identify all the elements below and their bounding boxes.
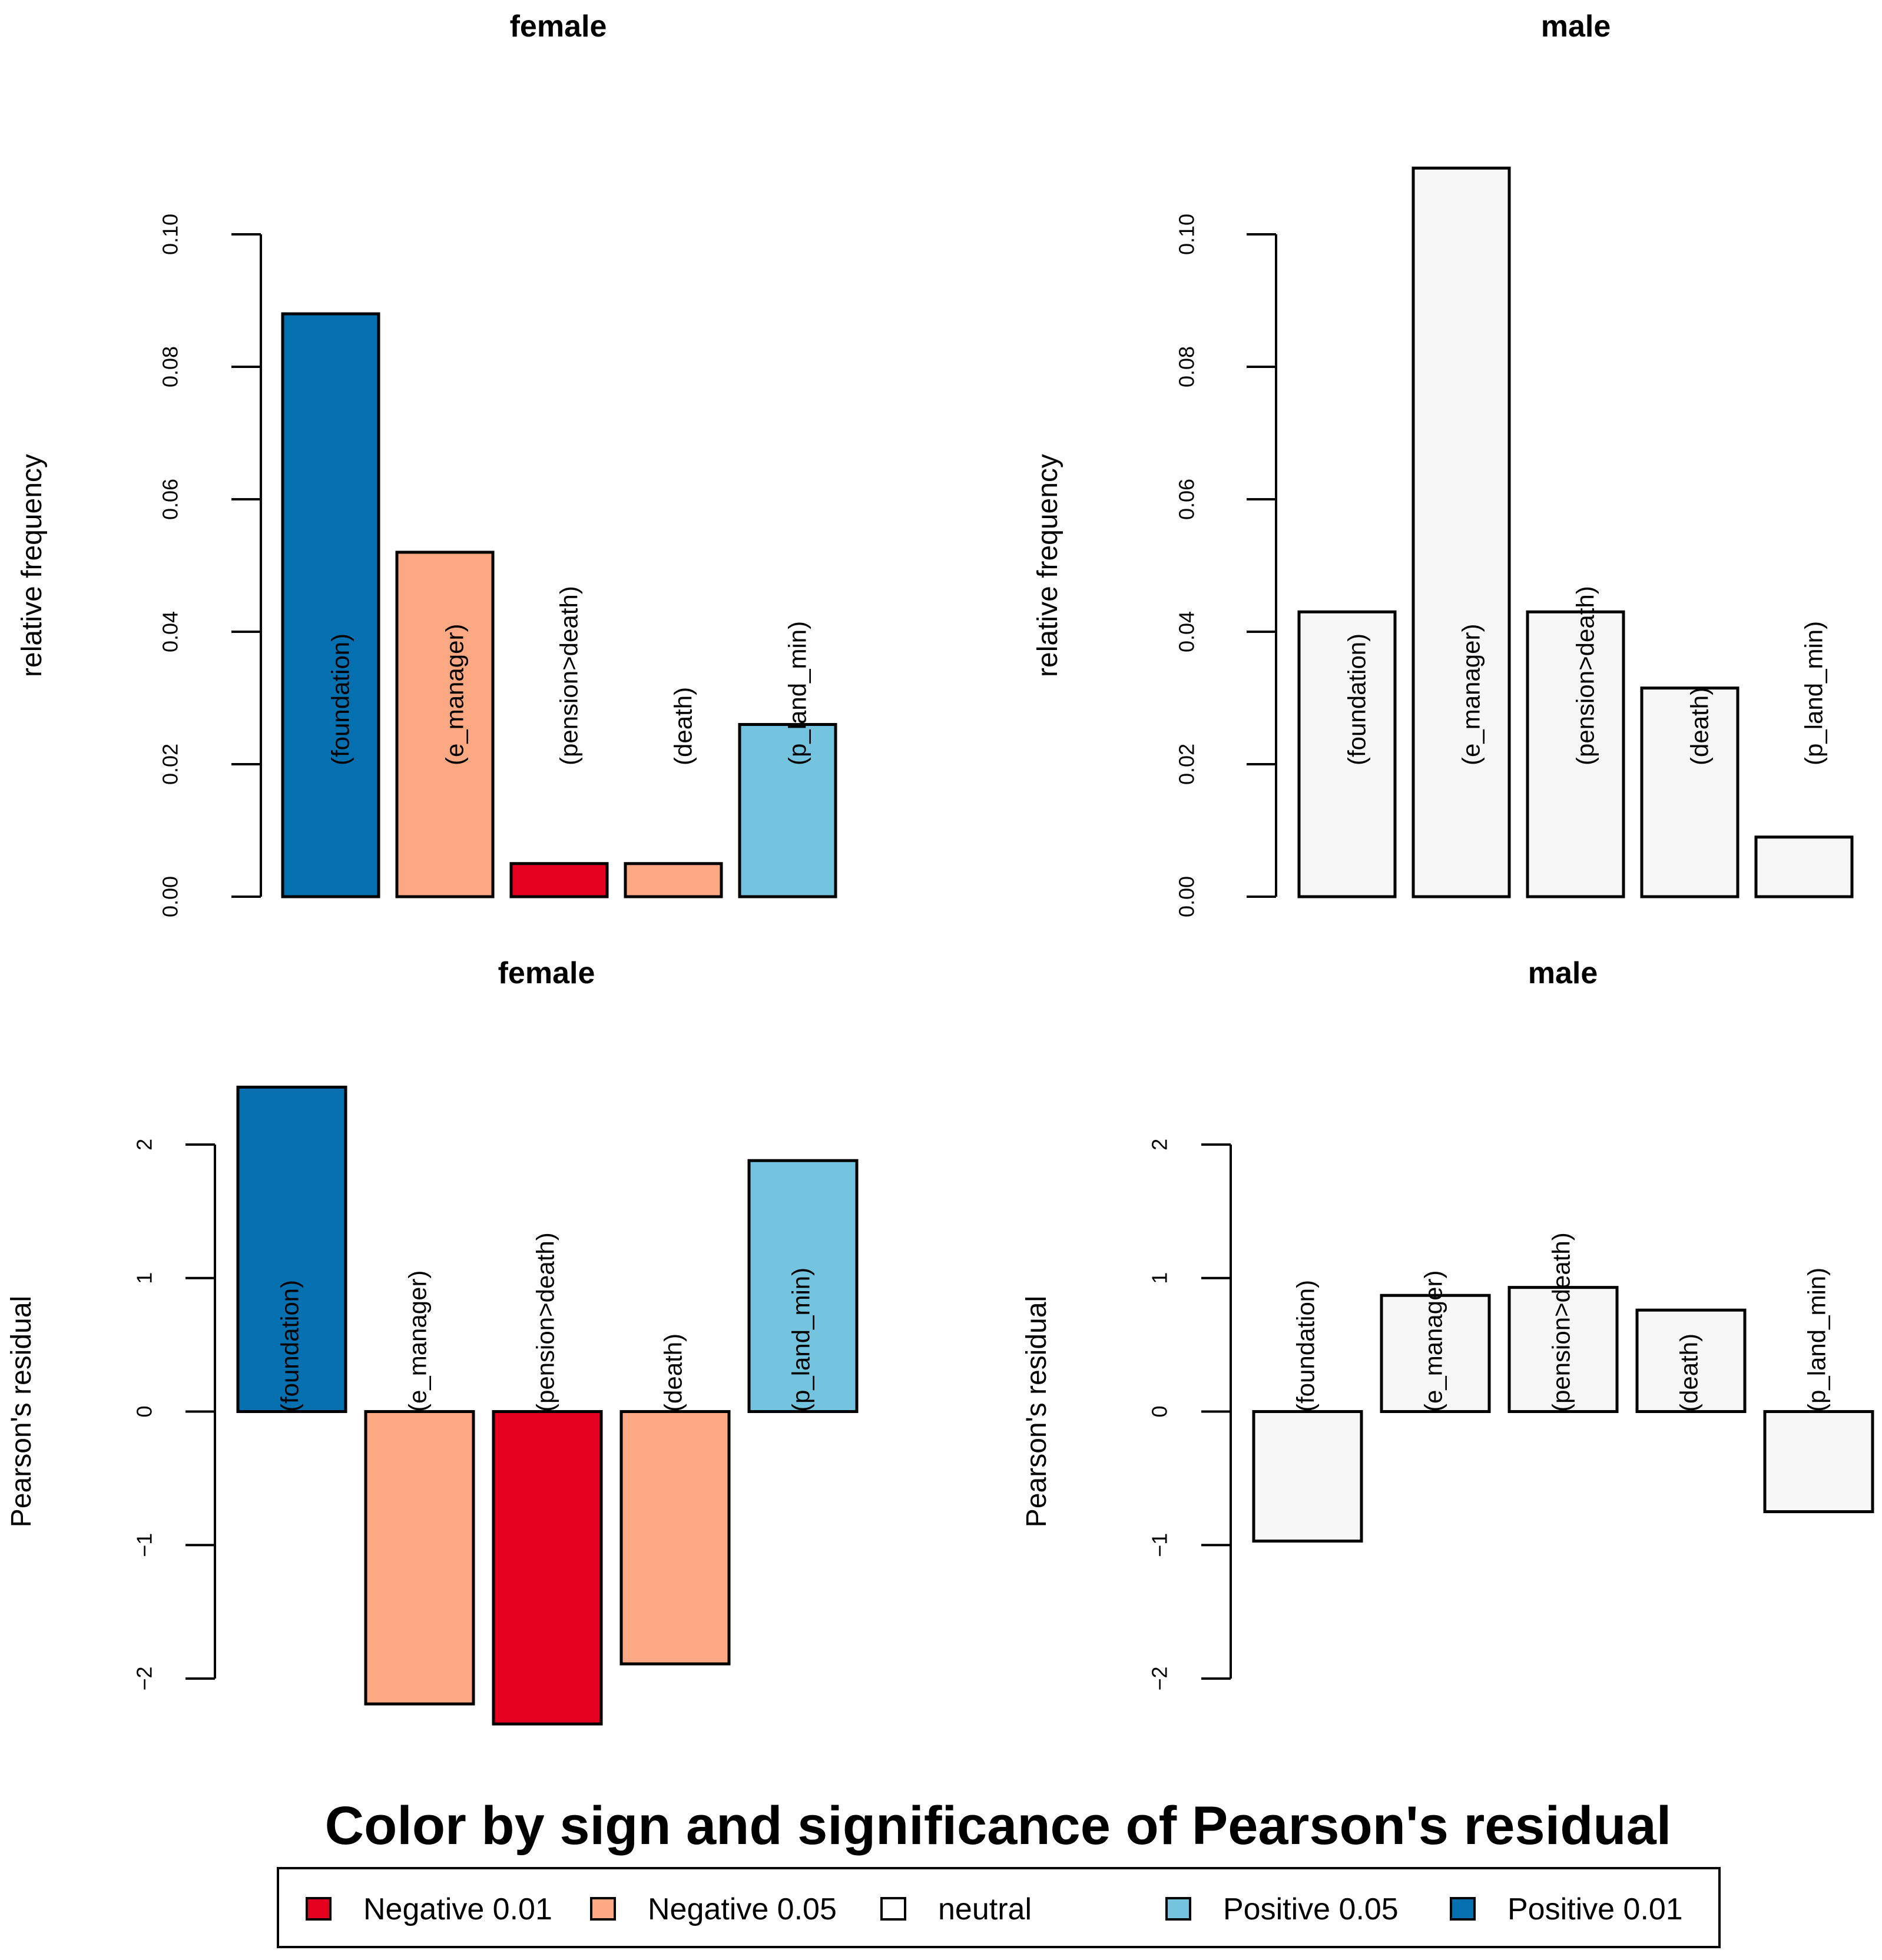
bar-p-land-min (747, 1159, 859, 1413)
category-label: (e_manager) (441, 624, 469, 765)
panel-title: male (1541, 9, 1611, 44)
y-axis-label: relative frequency (1032, 454, 1063, 677)
chart-panel-3: female Pearson's residual −2 −1 0 1 2 (foundati… (6, 956, 859, 1726)
category-label: (foundation) (276, 1280, 304, 1412)
category-label: (e_manager) (404, 1271, 432, 1412)
bar-pensiondeath (509, 862, 609, 898)
category-label: (death) (1675, 1334, 1703, 1412)
legend-item-label: neutral (938, 1892, 1032, 1926)
category-label: (foundation) (1292, 1280, 1320, 1412)
legend-swatch (1165, 1897, 1191, 1921)
y-tick-label: 0.02 (1175, 744, 1199, 785)
y-tick-label: 0.10 (158, 214, 183, 255)
y-tick-label: 0.04 (1175, 611, 1199, 652)
category-label: (e_manager) (1420, 1271, 1447, 1412)
category-label: (pension>death) (1572, 586, 1599, 765)
y-axis-label: Pearson's residual (6, 1296, 37, 1527)
category-label: (p_land_min) (1803, 1268, 1831, 1412)
category-label: (e_manager) (1457, 624, 1485, 765)
y-tick-label: 0 (1148, 1405, 1172, 1417)
category-label: (foundation) (327, 634, 354, 765)
y-tick-label: 1 (1148, 1272, 1172, 1284)
panel-title: male (1528, 956, 1598, 990)
category-label: (death) (1686, 687, 1714, 765)
y-tick-label: 2 (132, 1139, 157, 1150)
bar-pensiondeath (1526, 610, 1625, 898)
y-tick-label: 2 (1148, 1139, 1172, 1150)
legend-box (277, 1867, 1721, 1948)
bar-foundation (1252, 1410, 1363, 1543)
panel-title: female (498, 956, 595, 990)
chart-panel-2: male relative frequency 0.00 0.02 0.04 0.06 0.… (1032, 9, 1854, 917)
y-tick-label: 0 (132, 1405, 157, 1417)
y-axis-label: relative frequency (16, 454, 48, 677)
y-tick-label: 1 (132, 1272, 157, 1284)
legend-swatch (590, 1897, 616, 1921)
category-label: (pension>death) (555, 586, 583, 765)
bar-death (624, 862, 723, 898)
bar-p-land-min (738, 723, 837, 898)
y-axis-label: Pearson's residual (1021, 1296, 1052, 1527)
y-tick-label: 0.10 (1175, 214, 1199, 255)
category-label: (p_land_min) (784, 621, 811, 765)
y-tick-label: 0.00 (158, 876, 183, 917)
y-tick-label: −1 (1148, 1533, 1172, 1557)
category-label: (pension>death) (1548, 1232, 1575, 1412)
panel-title: female (510, 9, 607, 44)
chart-panel-4: male Pearson's residual −2 −1 0 1 2 (foundation… (1021, 956, 1874, 1691)
legend: Color by sign and significance of Pearso… (277, 1796, 1721, 1948)
legend-swatch (306, 1897, 332, 1921)
bar-p-land-min (1754, 835, 1854, 898)
y-tick-label: 0.02 (158, 744, 183, 785)
category-label: (p_land_min) (1800, 621, 1828, 765)
bar-pensiondeath (1507, 1286, 1619, 1414)
category-label: (foundation) (1343, 634, 1371, 765)
chart-panel-1: female relative frequency 0.00 0.02 0.04 0.06… (16, 9, 837, 917)
legend-item-label: Positive 0.05 (1223, 1892, 1399, 1926)
category-label: (p_land_min) (787, 1268, 815, 1412)
y-tick-label: 0.04 (158, 611, 183, 652)
legend-item-label: Negative 0.05 (648, 1892, 837, 1926)
legend-title: Color by sign and significance of Pearso… (325, 1796, 1672, 1856)
bar-death (619, 1410, 731, 1666)
y-tick-label: −2 (1148, 1666, 1172, 1690)
category-label: (death) (660, 1334, 687, 1412)
y-tick-label: 0.08 (158, 346, 183, 387)
legend-item-label: Positive 0.01 (1507, 1892, 1683, 1926)
bar-death (1635, 1308, 1747, 1413)
y-tick-label: −1 (132, 1533, 157, 1557)
legend-swatch (880, 1897, 906, 1921)
y-tick-label: 0.08 (1175, 346, 1199, 387)
bar-foundation (1297, 610, 1397, 898)
bar-foundation (236, 1085, 347, 1414)
bar-e-manager (1380, 1294, 1491, 1414)
bar-e-manager (364, 1410, 475, 1706)
category-label: (death) (670, 687, 697, 765)
bar-e-manager (1412, 167, 1511, 898)
bar-pensiondeath (492, 1410, 603, 1726)
category-label: (pension>death) (532, 1232, 559, 1412)
bar-death (1640, 687, 1739, 898)
y-tick-label: 0.00 (1175, 876, 1199, 917)
bar-e-manager (395, 550, 495, 898)
y-tick-label: 0.06 (1175, 479, 1199, 520)
y-tick-label: −2 (132, 1666, 157, 1690)
bar-p-land-min (1763, 1410, 1874, 1514)
legend-swatch (1450, 1897, 1476, 1921)
bar-foundation (281, 312, 380, 898)
y-tick-label: 0.06 (158, 479, 183, 520)
legend-item-label: Negative 0.01 (363, 1892, 552, 1926)
